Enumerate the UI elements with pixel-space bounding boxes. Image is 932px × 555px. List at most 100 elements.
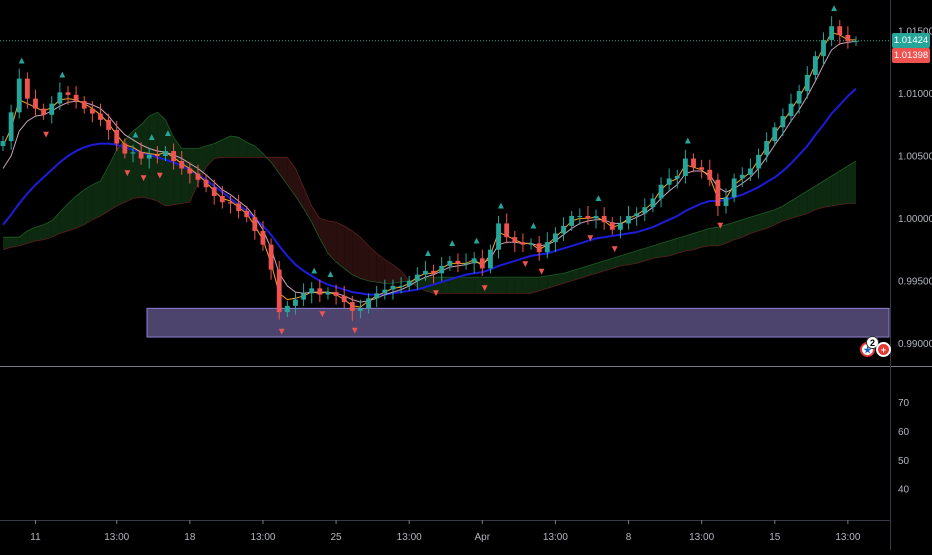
candle-body [731,178,737,198]
indicator-axis[interactable]: 70 60 50 40 [898,398,910,496]
candle [439,257,445,281]
candle [33,89,38,117]
cloud-segment [669,238,678,256]
candle-body [0,141,6,147]
cloud-segment [847,161,856,204]
candle-body [374,293,380,299]
candle-body [228,202,233,204]
price-tick-label: 1.00000 [898,214,932,225]
candle [187,162,193,184]
candle-body [658,184,664,199]
cloud-segment [108,149,117,211]
candle-body [569,215,575,226]
candle-body [163,151,168,157]
cloud-segment [799,190,808,216]
signal-down-arrow: ▼ [537,267,547,278]
candle [455,253,461,273]
candle [276,260,282,320]
candle-body [747,168,753,175]
candle-body [138,152,144,159]
cloud-segment [76,189,85,229]
candle [520,233,526,253]
candle [260,220,266,251]
candle-body [276,269,282,313]
cloud-segment [807,185,816,214]
cloud-segment [27,227,36,244]
candle [163,146,168,162]
candle-body [179,161,185,169]
cloud-segment [531,277,540,294]
cloud-segment [344,225,353,275]
candle-body [479,258,485,269]
cloud-segment [336,222,345,269]
cloud-segment [742,217,751,238]
cloud-segment [823,176,832,208]
candle [561,217,566,241]
candle [138,142,144,165]
candle-body [780,116,786,128]
cloud-segment [815,181,824,210]
indicator-tick-label: 40 [898,485,910,496]
moving-averages [2,31,857,308]
candle-body [382,289,388,294]
cloud-segment [327,220,337,263]
signal-down-arrow: ▼ [480,283,490,294]
candle-body [358,308,363,311]
cloud-segment [279,157,288,185]
cloud-segment [644,245,653,261]
signal-up-arrow: ▲ [309,265,319,276]
cloud-segment [59,203,68,234]
time-tick-label: Apr [475,532,491,543]
candle-body [707,169,713,180]
time-axis[interactable]: 11 13:00 18 13:00 25 13:00 Apr 13:00 8 13:00 15 13:… [30,520,861,543]
candle [81,96,87,114]
cloud-segment [482,277,491,294]
candle-body [89,108,95,114]
candle-body [455,260,461,264]
candle [154,146,160,164]
cloud-segment [254,146,263,158]
time-tick-label: 18 [184,532,196,543]
candle [650,193,656,213]
support-zone[interactable] [146,307,890,338]
cloud-segment [271,157,280,174]
cloud-segment [596,260,605,274]
cloud-segment [51,212,60,238]
candle [739,167,745,188]
time-tick-label: 13:00 [397,532,422,543]
candle-body [642,207,648,214]
cloud-span-b [2,156,856,294]
candle-body [81,101,87,109]
candle-body [8,112,14,142]
flag-ch-icon[interactable]: + [876,342,891,357]
candle-body [772,127,778,142]
candle-body [756,154,761,169]
candle [41,103,47,120]
candle-body [301,293,306,300]
cloud-segment [43,220,52,240]
candle-body [821,39,826,57]
candle-body [520,242,526,245]
cloud-segment [3,237,12,250]
price-axis[interactable]: 1.01500 1.01000 1.00500 1.00000 0.99500 0.990… [898,27,932,350]
cloud-segment [839,166,848,205]
candle-body [333,292,339,296]
candle-body [187,168,193,174]
candle-body [585,215,591,219]
candle-body [309,288,315,294]
candle [406,275,412,291]
cloud-segment [612,255,621,269]
cloud-segment [84,184,93,225]
candles [0,16,859,321]
cloud-segment [92,181,101,220]
candle [780,108,786,137]
signal-up-arrow: ▲ [529,220,539,231]
candle [414,267,420,290]
time-tick-label: 25 [331,532,343,543]
candle [788,93,794,123]
candle [812,51,818,80]
cloud-segment [352,230,361,279]
candle-body [341,295,347,303]
